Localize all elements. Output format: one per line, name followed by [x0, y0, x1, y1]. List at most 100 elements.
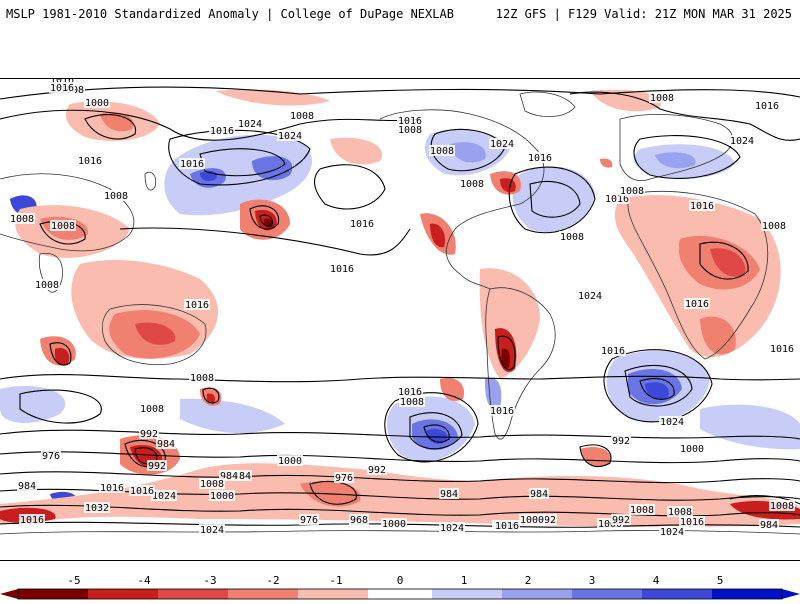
red-anomaly-mexico-core	[430, 223, 446, 248]
isobar-label-bg	[577, 290, 603, 301]
isobar-label: 1008	[190, 373, 214, 384]
isobar-label-bg	[679, 443, 705, 454]
isobar-label: 1016	[185, 300, 209, 311]
isobar-label: 1016	[755, 101, 779, 112]
blue-anomaly-pacific-core-2	[252, 156, 293, 181]
isobar-label-bg	[9, 213, 35, 224]
red-anomaly-alaska	[330, 137, 382, 165]
isobar-label-bg	[619, 185, 645, 196]
red-anomaly-south-pacific	[440, 377, 465, 401]
isobar-hawaii-low-inner	[259, 214, 273, 227]
isobar-label: 1016	[20, 515, 44, 526]
isobar-label: 984	[18, 481, 36, 492]
coastline-north-america	[379, 109, 545, 290]
colorbar-outline	[17, 588, 783, 600]
isobar-label: 1016	[770, 344, 794, 355]
isobar-label: 1008	[10, 214, 34, 225]
isobar-subtropical-south	[0, 374, 800, 383]
isobar-atlantic-high-inner	[529, 180, 581, 218]
isobar-label: 1016	[685, 299, 709, 310]
isobar-north-1	[0, 86, 800, 100]
isobar-label: 1008	[51, 221, 75, 232]
isobar-label: 1000	[598, 519, 622, 530]
isobar-labels: 1016100810001016102410081016102410161016…	[9, 79, 795, 538]
isobar-label: 1008	[104, 191, 128, 202]
isobar-label-bg	[139, 403, 165, 414]
isobar-label-bg	[129, 485, 155, 496]
isobar-label-bg	[649, 92, 675, 103]
isobar-label-bg	[397, 386, 423, 397]
isobar-label: 1016	[601, 346, 625, 357]
isobar-label: 1032	[85, 503, 109, 514]
isobar-label-bg	[494, 520, 520, 531]
isobar-south-atlantic-high-3	[639, 378, 675, 400]
isobar-label: 984	[157, 439, 175, 450]
isobar-label: 1008	[290, 111, 314, 122]
colorbar-tick-label: 3	[588, 574, 596, 587]
colorbar-graphic	[0, 588, 800, 600]
isobar-label: 1000	[85, 98, 109, 109]
isobar-label-bg	[184, 299, 210, 310]
isobar-label: 1016	[398, 387, 422, 398]
isobar-label: 1024	[730, 136, 754, 147]
isobar-label-bg	[349, 514, 369, 525]
isobar-label: 992	[612, 436, 630, 447]
isobar-label-bg	[397, 124, 423, 135]
isobar-label-bg	[600, 345, 626, 356]
coastline-greenland	[519, 91, 576, 117]
title-bar: MSLP 1981-2010 Standardized Anomaly | Co…	[0, 0, 800, 28]
anomaly-colorbar	[0, 570, 800, 600]
isobar-label-bg	[529, 488, 549, 499]
isobar-label-bg	[329, 263, 355, 274]
isobar-south-pacific-high-3	[423, 424, 450, 443]
isobar-label: 1016	[605, 194, 629, 205]
isobar-label: 1016	[210, 126, 234, 137]
isobar-africa-low	[699, 241, 749, 280]
blue-anomaly-indian-ocean	[0, 385, 66, 424]
red-anomaly-east-asia	[600, 158, 613, 168]
isobar-label-bg	[277, 455, 303, 466]
isobar-label-bg	[689, 200, 715, 211]
isobar-label: 1016	[180, 159, 204, 170]
isobar-atlantic-high	[508, 166, 596, 234]
isobar-label: 984	[440, 489, 458, 500]
isobar-label-bg	[381, 518, 407, 529]
isobar-mid-pacific-low	[202, 387, 220, 404]
isobar-label: 1000	[210, 491, 234, 502]
coastline-australia	[101, 304, 207, 365]
isobar-label-bg	[84, 97, 110, 108]
positive-anomaly-areas	[0, 129, 800, 505]
isobar-label-bg	[139, 428, 159, 439]
colorbar-segment-pos5	[712, 589, 782, 599]
isobar-label: 1024	[152, 491, 176, 502]
isobar-label: 1016	[495, 521, 519, 532]
isobar-label-bg	[19, 514, 45, 525]
isobar-label: 1008	[460, 179, 484, 190]
isobar-label-bg	[659, 416, 685, 427]
isobar-label: 992	[538, 515, 556, 526]
isobar-label: 976	[335, 473, 353, 484]
colorbar-tick-label: 5	[716, 574, 724, 587]
isobar-storm-track-6	[0, 521, 800, 528]
isobar-label: 1008	[668, 507, 692, 518]
isobar-southern-low-3	[579, 444, 612, 467]
isobar-label-bg	[49, 82, 75, 93]
isobar-label-bg	[50, 220, 76, 231]
isobar-label: 984	[530, 489, 548, 500]
isobar-storm-track-5	[0, 504, 800, 517]
isobar-label: 1008	[400, 397, 424, 408]
colorbar-arrow-right	[782, 589, 800, 599]
isobar-label: 1016	[398, 116, 422, 127]
red-anomaly-central-us-core	[500, 178, 516, 193]
isobar-label: 1024	[660, 527, 684, 538]
isobar-label: 1008	[762, 221, 786, 232]
isobar-label-bg	[611, 435, 631, 446]
isobar-label-bg	[17, 480, 37, 491]
isobar-label: 992	[612, 515, 630, 526]
isobar-label-bg	[439, 522, 465, 533]
isobar-label-bg	[729, 135, 755, 146]
red-anomaly-southern-ocean-6	[580, 446, 611, 467]
isobar-label: 1016	[100, 483, 124, 494]
isobar-label-bg	[34, 279, 60, 290]
isobar-label-bg	[189, 372, 215, 383]
